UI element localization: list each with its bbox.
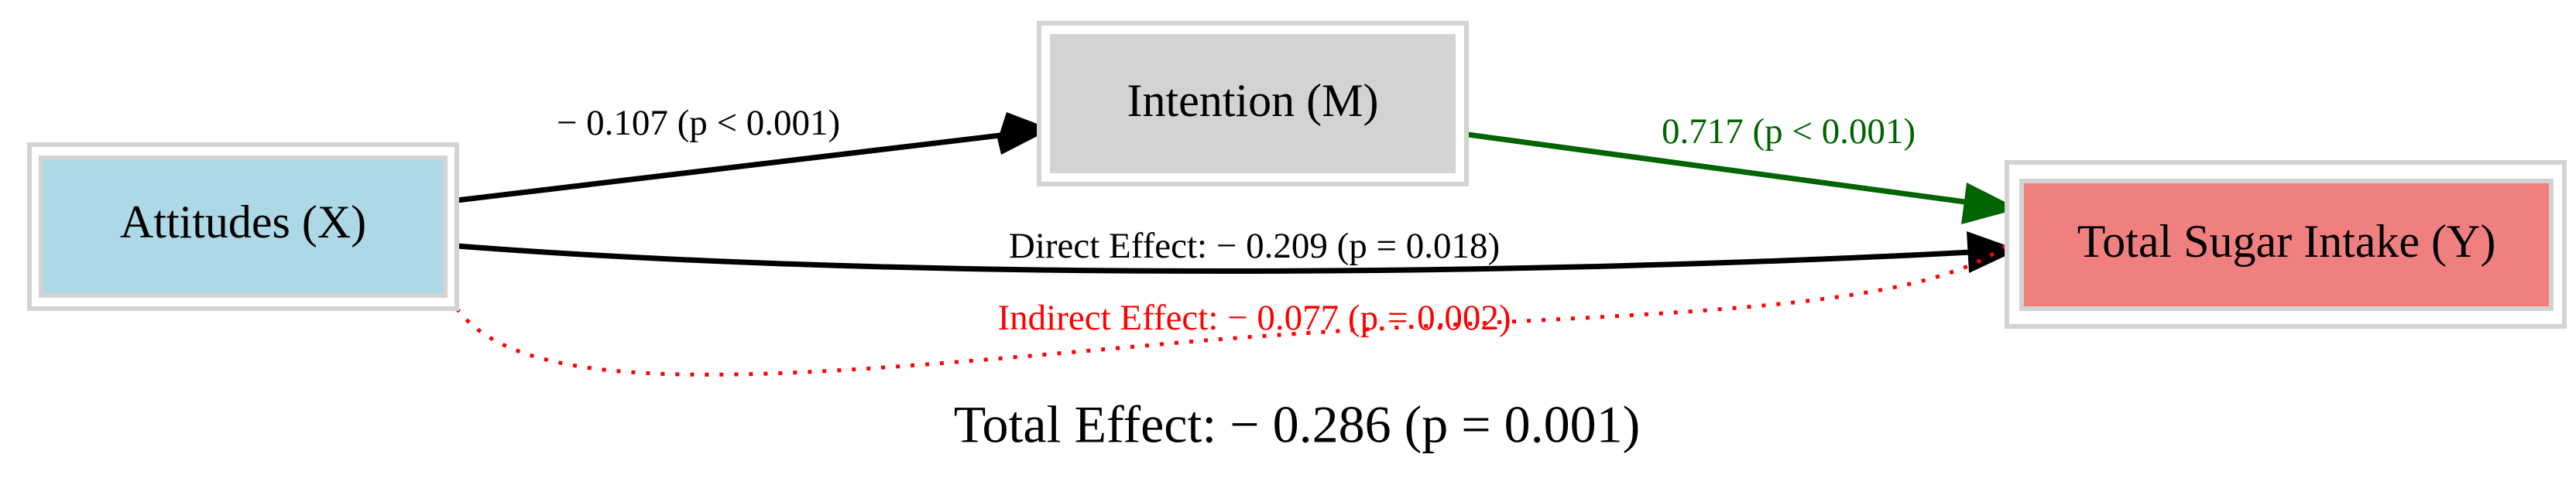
edge-m-y <box>1467 131 1971 206</box>
edge-indirect <box>454 244 2007 377</box>
node-label: Total Sugar Intake (Y) <box>2077 216 2496 267</box>
total-effect: Total Effect: − 0.286 (p = 0.001) <box>954 395 1641 454</box>
edge-direct <box>456 243 1971 275</box>
node-m <box>1050 34 1456 173</box>
edge-label: 0.717 (p < 0.001) <box>1662 111 1916 152</box>
node-label: Attitudes (X) <box>120 196 366 248</box>
edge-label: Direct Effect: − 0.209 (p = 0.018) <box>1009 226 1500 266</box>
node-x <box>39 155 448 298</box>
node-label: Intention (M) <box>1127 75 1379 126</box>
edge-label: Indirect Effect: − 0.077 (p = 0.002) <box>998 298 1511 338</box>
node-y <box>2019 179 2554 311</box>
edge-x-m <box>456 131 1007 203</box>
arrowhead <box>1961 183 2019 224</box>
edge-label: − 0.107 (p < 0.001) <box>557 103 840 143</box>
